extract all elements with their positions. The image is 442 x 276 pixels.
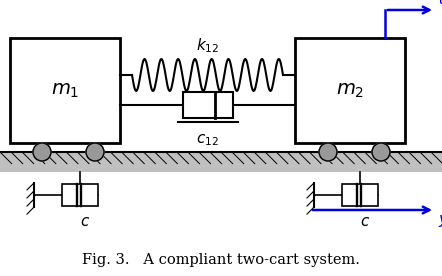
Circle shape [372, 143, 390, 161]
Text: Fig. 3.   A compliant two-cart system.: Fig. 3. A compliant two-cart system. [82, 253, 360, 267]
Text: $y$: $y$ [438, 213, 442, 229]
Bar [295, 38, 405, 143]
Circle shape [86, 143, 104, 161]
Text: $u$: $u$ [438, 0, 442, 7]
Circle shape [319, 143, 337, 161]
Text: $c_{12}$: $c_{12}$ [196, 132, 219, 148]
Text: $m_1$: $m_1$ [51, 81, 79, 100]
Bar [62, 184, 98, 206]
Bar [10, 38, 120, 143]
Circle shape [33, 143, 51, 161]
Text: $k_{12}$: $k_{12}$ [196, 36, 219, 55]
Text: $c$: $c$ [360, 215, 370, 229]
Text: $c$: $c$ [80, 215, 90, 229]
Bar [183, 92, 232, 118]
Text: $m_2$: $m_2$ [336, 81, 364, 100]
Bar [342, 184, 378, 206]
Bar [0, 152, 442, 172]
